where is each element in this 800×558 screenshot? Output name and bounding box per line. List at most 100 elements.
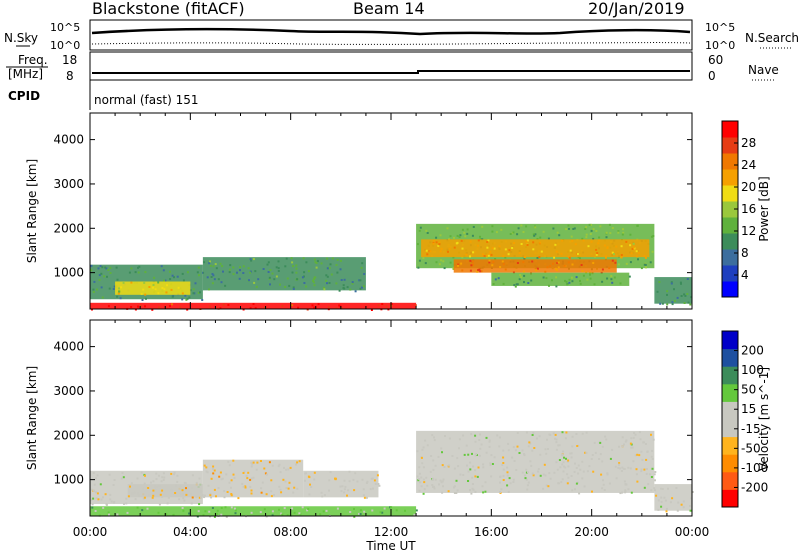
scatter-cell — [442, 485, 444, 488]
scatter-cell — [608, 482, 611, 485]
nsearch-max-label: 10^5 — [705, 21, 735, 34]
scatter-cell — [97, 498, 100, 501]
scatter-cell — [241, 482, 244, 485]
scatter-cell — [484, 490, 487, 493]
scatter-cell — [561, 478, 564, 481]
scatter-cell — [663, 496, 666, 499]
scatter-cell — [232, 459, 235, 462]
scatter-cell — [195, 496, 198, 499]
nsearch-trace — [91, 42, 691, 45]
scatter-cell — [532, 233, 535, 236]
scatter-cell — [310, 485, 313, 488]
scatter-cell — [506, 466, 509, 469]
scatter-cell — [575, 482, 578, 485]
scatter-cell — [360, 286, 363, 289]
scatter-cell — [323, 494, 326, 497]
scatter-cell — [263, 508, 266, 511]
scatter-cell — [220, 507, 223, 509]
scatter-cell — [136, 506, 139, 509]
scatter-cell — [330, 273, 333, 276]
scatter-cell — [470, 492, 473, 495]
scatter-cell — [514, 449, 517, 452]
scatter-cell — [90, 264, 93, 267]
scatter-cell — [313, 284, 316, 287]
scatter-cell — [103, 275, 106, 278]
scatter-cell — [606, 473, 609, 476]
scatter-cell — [574, 488, 576, 491]
scatter-cell — [635, 468, 638, 471]
scatter-cell — [347, 489, 350, 492]
scatter-cell — [512, 446, 515, 449]
scatter-cell — [278, 463, 281, 466]
scatter-cell — [161, 489, 164, 492]
scatter-cell — [301, 506, 304, 509]
scatter-cell — [230, 486, 232, 489]
scatter-cell — [99, 265, 102, 267]
scatter-cell — [212, 472, 215, 475]
scatter-cell — [591, 490, 593, 493]
scatter-cell — [666, 303, 669, 306]
scatter-cell — [629, 244, 632, 247]
scatter-cell — [222, 270, 224, 273]
colorbar-cell — [722, 366, 738, 385]
scatter-cell — [461, 247, 464, 250]
scatter-cell — [645, 468, 648, 470]
scatter-cell — [525, 468, 528, 471]
scatter-cell — [559, 466, 562, 469]
scatter-cell — [482, 491, 485, 494]
scatter-cell — [684, 294, 687, 297]
scatter-cell — [489, 462, 492, 465]
scatter-cell — [140, 292, 143, 295]
scatter-cell — [288, 284, 291, 287]
scatter-cell — [537, 468, 540, 471]
scatter-cell — [141, 299, 144, 301]
scatter-cell — [316, 260, 319, 263]
scatter-cell — [420, 456, 423, 459]
scatter-cell — [524, 477, 527, 480]
scatter-cell — [547, 237, 550, 240]
scatter-cell — [515, 469, 518, 471]
scatter-cell — [423, 481, 426, 484]
scatter-cell — [366, 480, 369, 483]
scatter-cell — [472, 251, 475, 254]
nsky-trace — [91, 28, 691, 36]
scatter-cell — [305, 472, 307, 475]
scatter-cell — [561, 239, 564, 242]
scatter-cell — [455, 479, 458, 482]
scatter-cell — [526, 244, 529, 246]
scatter-cell — [116, 513, 119, 516]
scatter-cell — [567, 476, 570, 479]
scatter-cell — [217, 278, 220, 281]
scatter-cell — [446, 227, 449, 230]
colorbar-cell — [722, 249, 738, 266]
scatter-cell — [618, 462, 621, 465]
colorbar-cell — [722, 121, 738, 138]
scatter-cell — [500, 488, 503, 491]
scatter-cell — [362, 285, 365, 288]
scatter-cell — [605, 231, 608, 234]
scatter-cell — [601, 280, 604, 283]
scatter-cell — [465, 253, 468, 256]
scatter-cell — [130, 306, 133, 308]
scatter-cell — [211, 507, 214, 509]
scatter-cell — [255, 285, 258, 288]
scatter-cell — [93, 489, 95, 492]
scatter-cell — [563, 264, 566, 267]
scatter-cell — [254, 307, 257, 310]
scatter-cell — [264, 472, 267, 475]
scatter-cell — [395, 509, 398, 512]
scatter-cell — [621, 445, 624, 448]
scatter-cell — [557, 261, 560, 264]
scatter-cell — [471, 483, 474, 485]
scatter-cell — [142, 288, 145, 291]
scatter-cell — [242, 485, 245, 488]
scatter-cell — [162, 269, 165, 272]
scatter-cell — [348, 470, 351, 473]
scatter-cell — [577, 464, 580, 467]
scatter-cell — [213, 488, 216, 491]
y-tick-label: 2000 — [53, 221, 84, 235]
scatter-cell — [618, 445, 620, 448]
scatter-cell — [203, 496, 206, 499]
scatter-cell — [312, 281, 315, 284]
scatter-cell — [113, 285, 116, 288]
